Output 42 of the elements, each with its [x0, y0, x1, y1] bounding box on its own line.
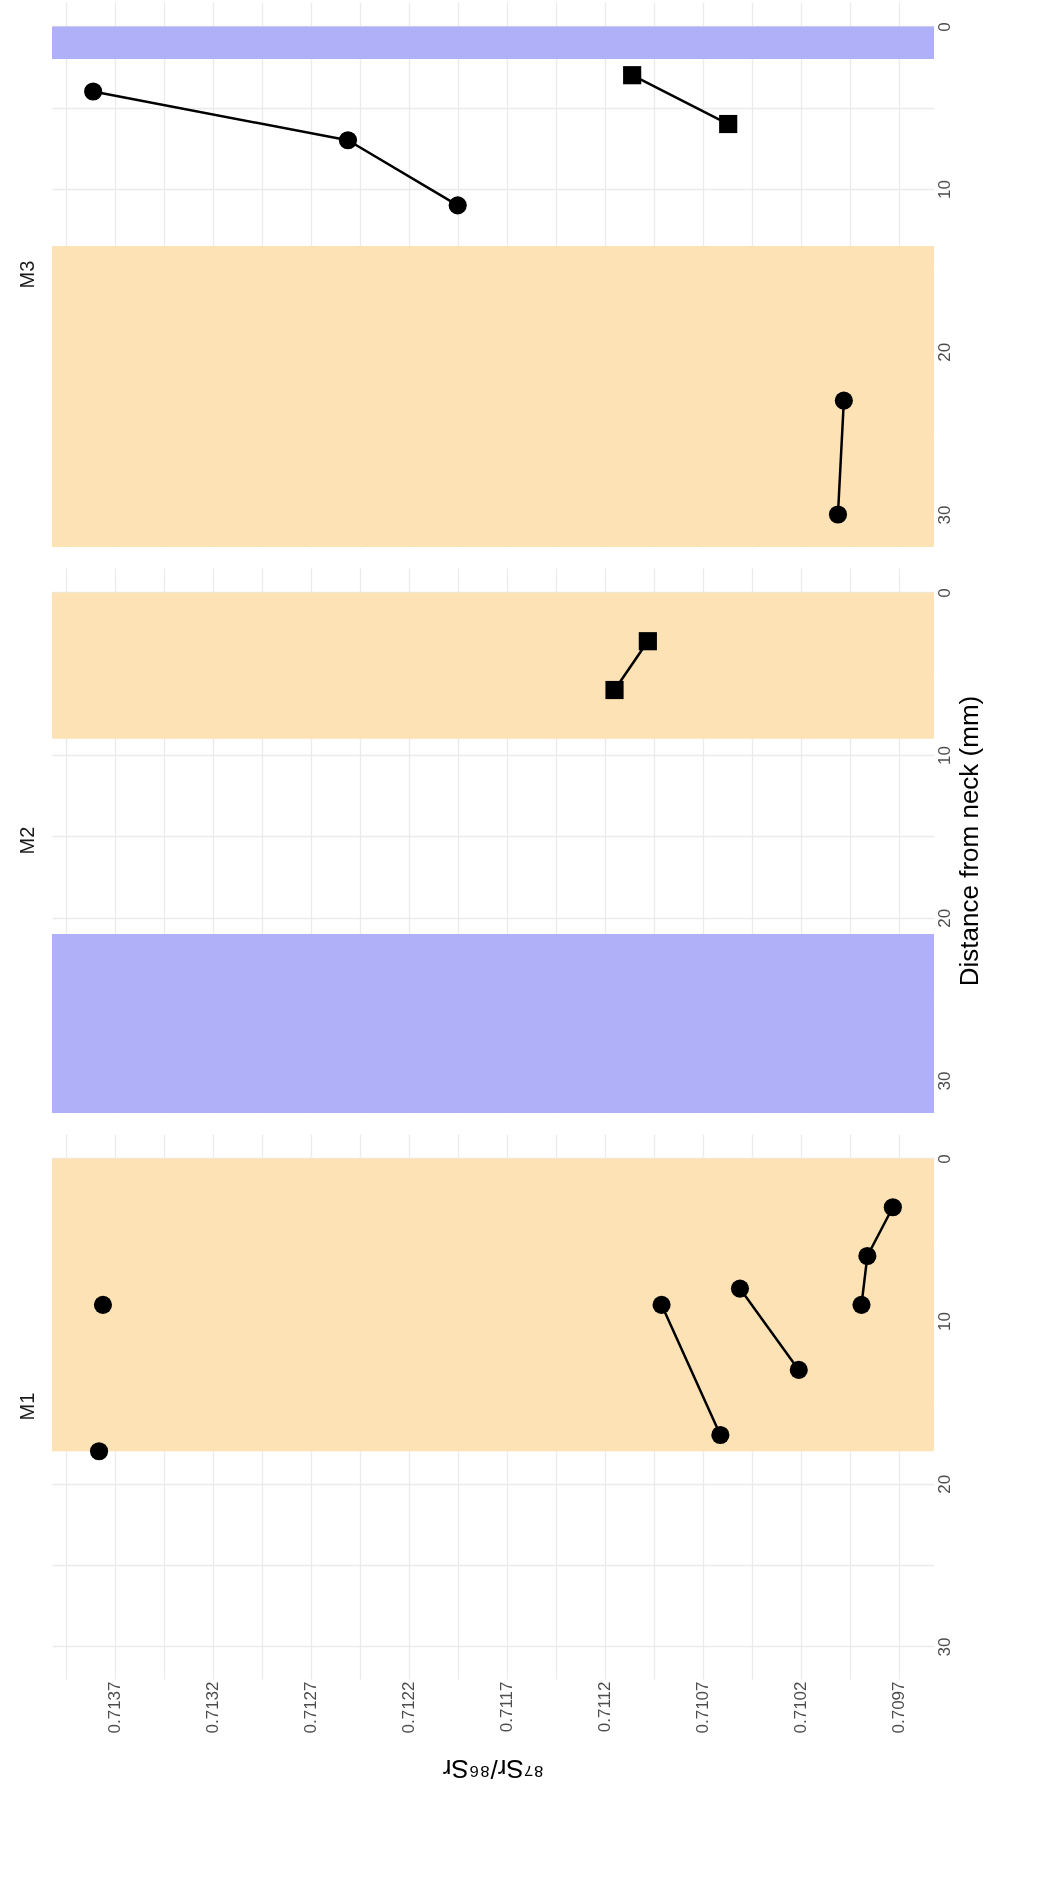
point	[719, 114, 738, 134]
point	[623, 66, 642, 85]
y-tick-label: 30	[934, 1637, 954, 1657]
x-tick-label: 0.7102	[791, 1681, 811, 1734]
point	[858, 1246, 877, 1266]
point	[828, 505, 848, 524]
y-tick-label: 0	[934, 22, 954, 32]
x-tick-label: 0.7122	[399, 1681, 419, 1734]
y-tick-label: 10	[934, 180, 954, 200]
x-tick-label: 0.7112	[595, 1681, 615, 1733]
y-tick-label: 20	[934, 1474, 954, 1494]
point	[338, 131, 358, 150]
y-tick-label: 30	[934, 1071, 954, 1091]
point	[711, 1425, 730, 1445]
y-tick-label: 10	[934, 746, 954, 766]
x-tick-label: 0.7117	[497, 1681, 517, 1733]
y-axis-title: Distance from neck (mm)	[953, 695, 984, 987]
point	[883, 1198, 902, 1217]
y-tick-label: 10	[934, 1312, 954, 1332]
point	[852, 1295, 871, 1314]
x-tick-label: 0.7107	[693, 1681, 713, 1734]
point	[834, 391, 853, 410]
y-tick-label: 20	[934, 342, 954, 362]
point	[652, 1295, 671, 1314]
y-tick-label: 20	[934, 908, 954, 928]
text: M2	[16, 826, 38, 855]
text: M3	[16, 260, 38, 289]
x-tick-label: 0.7132	[203, 1681, 223, 1734]
x-tick-label: 0.7097	[889, 1681, 909, 1734]
text: M1	[16, 1392, 38, 1421]
point	[789, 1360, 808, 1379]
point	[448, 196, 467, 215]
y-tick-label: 30	[934, 505, 954, 525]
x-axis-title: ⁸⁷Sr/⁸⁶Sr	[442, 1754, 545, 1785]
y-tick-label: 0	[934, 1154, 954, 1164]
x-tick-label: 0.7127	[301, 1681, 321, 1734]
point	[93, 1295, 113, 1314]
point	[89, 1442, 109, 1461]
y-tick-label: 0	[934, 588, 954, 598]
point	[730, 1279, 750, 1298]
x-tick-label: 0.7137	[105, 1681, 125, 1734]
point	[84, 82, 103, 101]
